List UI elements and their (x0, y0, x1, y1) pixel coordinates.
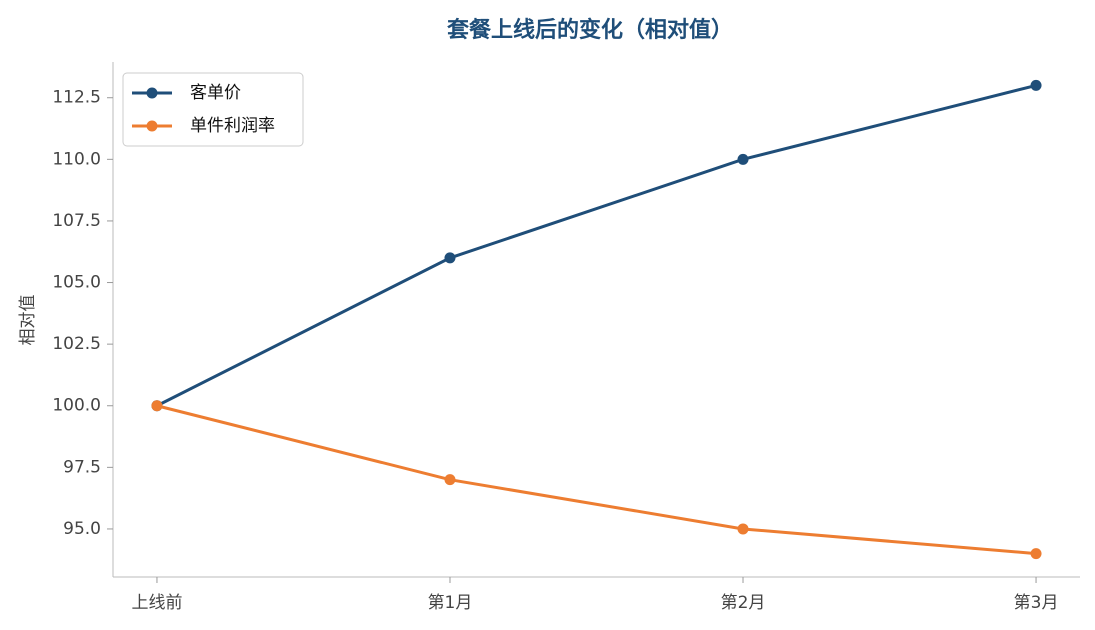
x-tick-label: 上线前 (131, 593, 182, 613)
point (1030, 79, 1042, 91)
point (444, 474, 456, 486)
x-tick-label: 第1月 (428, 593, 473, 613)
point (1030, 548, 1042, 560)
y-tick-label: 105.0 (52, 273, 101, 293)
point (151, 400, 163, 412)
legend-marker (146, 120, 158, 132)
y-axis-label: 相对值 (18, 295, 38, 346)
point (737, 523, 749, 535)
y-tick-label: 100.0 (52, 396, 101, 416)
y-tick-label: 107.5 (52, 211, 101, 231)
y-tick-label: 110.0 (52, 149, 101, 169)
legend-box (122, 72, 304, 147)
x-tick-label: 第3月 (1014, 593, 1059, 613)
legend-marker (146, 87, 158, 99)
chart-title: 套餐上线后的变化（相对值） (447, 17, 733, 43)
point (444, 252, 456, 264)
legend-label: 客单价 (190, 83, 241, 103)
y-tick-label: 95.0 (63, 519, 101, 539)
x-tick-label: 第2月 (721, 593, 766, 613)
series-line (156, 404, 1037, 556)
series-line (156, 83, 1037, 408)
y-tick-label: 102.5 (52, 334, 101, 354)
legend-label: 单件利润率 (190, 116, 275, 136)
point (737, 153, 749, 165)
y-tick-label: 112.5 (52, 88, 101, 108)
y-tick-label: 97.5 (63, 457, 101, 477)
